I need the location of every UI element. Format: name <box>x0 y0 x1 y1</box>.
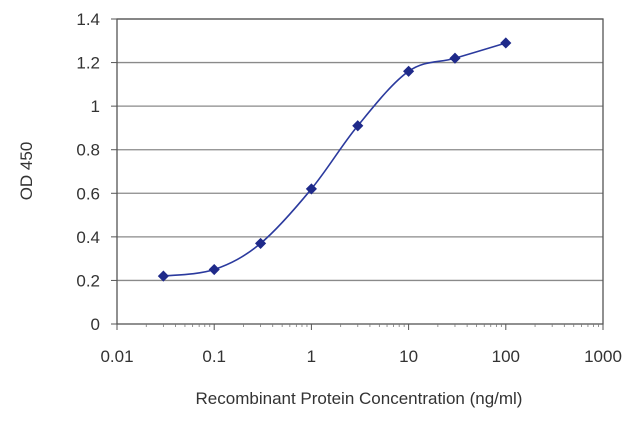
x-tick-label: 1 <box>307 347 316 366</box>
x-tick-labels: 0.01 0.1 1 10 100 1000 <box>100 347 621 366</box>
y-tick-labels: 0 0.2 0.4 0.6 0.8 1 1.2 1.4 <box>76 10 100 334</box>
data-point <box>403 65 415 77</box>
plot-border <box>116 18 604 325</box>
y-axis-title: OD 450 <box>17 142 36 201</box>
data-point <box>208 263 220 276</box>
x-tick-label: 0.01 <box>100 347 133 366</box>
y-tick-label: 1 <box>91 97 100 116</box>
x-tick-label: 1000 <box>584 347 622 366</box>
data-point <box>305 183 317 195</box>
y-tick-label: 0.2 <box>76 271 100 290</box>
x-tick-label: 100 <box>492 347 520 366</box>
y-tick-label: 0.6 <box>76 184 100 203</box>
data-point <box>352 120 364 132</box>
plot-frame <box>111 18 604 330</box>
y-tick-label: 0.8 <box>76 141 100 160</box>
x-tick-label: 0.1 <box>202 347 226 366</box>
y-tick-label: 1.2 <box>76 54 100 73</box>
data-point <box>255 237 267 249</box>
data-point <box>449 52 461 64</box>
y-tick-label: 0.4 <box>76 228 100 247</box>
x-axis-title: Recombinant Protein Concentration (ng/ml… <box>196 389 523 408</box>
y-tick-label: 0 <box>91 315 100 334</box>
series-layer <box>157 37 512 282</box>
data-point <box>157 270 169 282</box>
y-tick-label: 1.4 <box>76 10 100 29</box>
grid-layer <box>117 18 603 282</box>
x-tick-label: 10 <box>399 347 418 366</box>
data-point <box>500 37 512 49</box>
series-line <box>163 42 507 277</box>
